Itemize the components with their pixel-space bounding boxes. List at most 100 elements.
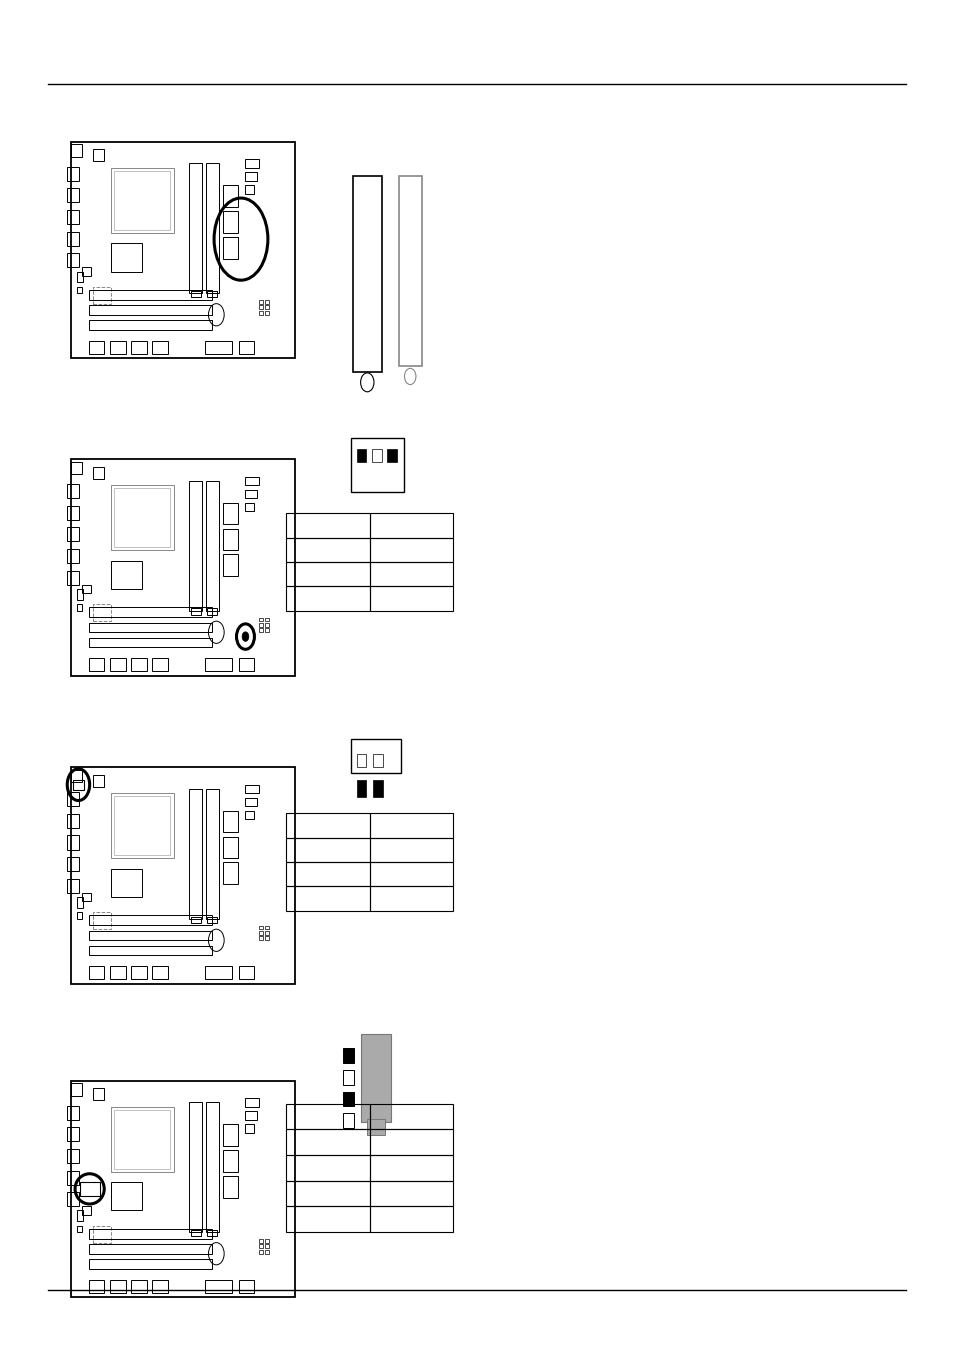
Bar bbox=[369, 1181, 453, 1206]
Bar bbox=[286, 562, 369, 586]
Bar bbox=[82, 585, 91, 593]
Bar bbox=[67, 878, 79, 893]
Bar bbox=[223, 1124, 237, 1146]
Bar bbox=[366, 1119, 385, 1135]
Bar bbox=[67, 1148, 79, 1163]
Bar bbox=[111, 168, 173, 232]
Bar bbox=[258, 628, 263, 632]
Bar bbox=[110, 966, 126, 979]
Bar bbox=[258, 936, 263, 940]
Bar bbox=[223, 1150, 237, 1171]
Bar bbox=[238, 340, 254, 354]
Bar bbox=[369, 862, 453, 886]
Bar bbox=[67, 1105, 79, 1120]
Bar bbox=[111, 243, 142, 272]
Bar bbox=[71, 142, 294, 358]
Bar bbox=[223, 503, 237, 524]
Bar bbox=[89, 916, 212, 925]
Bar bbox=[369, 838, 453, 862]
Bar bbox=[82, 893, 91, 901]
Bar bbox=[67, 570, 79, 585]
Bar bbox=[67, 209, 79, 224]
Bar bbox=[89, 1279, 104, 1293]
Bar bbox=[111, 561, 142, 589]
Bar bbox=[76, 912, 82, 919]
Bar bbox=[190, 1102, 201, 1232]
Bar bbox=[369, 813, 453, 838]
Bar bbox=[72, 781, 84, 790]
Bar bbox=[191, 608, 200, 615]
Bar bbox=[76, 604, 82, 611]
Bar bbox=[286, 513, 369, 538]
Bar bbox=[67, 1192, 79, 1206]
Bar bbox=[264, 931, 269, 935]
Bar bbox=[245, 811, 254, 819]
Bar bbox=[205, 658, 232, 671]
Bar bbox=[191, 916, 200, 923]
Bar bbox=[152, 966, 168, 979]
Bar bbox=[351, 438, 403, 492]
Bar bbox=[89, 1229, 212, 1239]
Bar bbox=[373, 754, 382, 767]
Bar bbox=[238, 658, 254, 671]
Bar bbox=[67, 549, 79, 563]
Bar bbox=[223, 862, 237, 884]
Bar bbox=[92, 286, 111, 304]
Bar bbox=[286, 886, 369, 911]
Bar bbox=[111, 869, 142, 897]
Bar bbox=[152, 658, 168, 671]
Bar bbox=[286, 1155, 369, 1181]
Bar bbox=[286, 1129, 369, 1155]
Bar bbox=[343, 1092, 354, 1106]
Bar bbox=[258, 1244, 263, 1248]
Bar bbox=[286, 586, 369, 611]
Bar bbox=[152, 340, 168, 354]
Bar bbox=[264, 925, 269, 929]
Bar bbox=[245, 489, 256, 499]
Bar bbox=[89, 320, 212, 330]
Bar bbox=[76, 1225, 82, 1232]
Bar bbox=[92, 912, 111, 929]
Bar bbox=[89, 658, 104, 671]
Bar bbox=[356, 449, 366, 462]
Bar bbox=[205, 340, 232, 354]
Bar bbox=[286, 538, 369, 562]
Bar bbox=[67, 505, 79, 520]
Bar bbox=[258, 305, 263, 309]
Bar bbox=[92, 150, 104, 161]
Bar bbox=[191, 1229, 200, 1236]
Bar bbox=[111, 485, 173, 550]
Bar bbox=[191, 290, 200, 297]
Bar bbox=[223, 528, 237, 550]
Bar bbox=[258, 931, 263, 935]
Bar bbox=[114, 488, 171, 547]
Bar bbox=[92, 1225, 111, 1243]
Bar bbox=[238, 966, 254, 979]
Bar bbox=[67, 857, 79, 871]
Bar bbox=[110, 1279, 126, 1293]
Bar bbox=[190, 163, 201, 293]
Bar bbox=[373, 780, 382, 797]
Bar bbox=[258, 311, 263, 315]
Bar bbox=[111, 1106, 173, 1171]
Bar bbox=[369, 513, 453, 538]
Bar bbox=[89, 1244, 212, 1254]
Bar bbox=[111, 793, 173, 858]
Bar bbox=[245, 159, 258, 168]
Bar bbox=[71, 770, 82, 782]
Bar bbox=[223, 236, 237, 258]
Bar bbox=[82, 267, 91, 276]
Bar bbox=[223, 811, 237, 832]
Bar bbox=[206, 1102, 218, 1232]
Bar bbox=[343, 1070, 354, 1085]
Bar bbox=[343, 1113, 354, 1128]
Bar bbox=[92, 775, 104, 786]
Bar bbox=[264, 1239, 269, 1243]
Bar bbox=[258, 617, 263, 621]
Bar bbox=[264, 628, 269, 632]
Bar bbox=[286, 838, 369, 862]
Bar bbox=[238, 1279, 254, 1293]
Bar bbox=[207, 290, 217, 297]
Bar bbox=[131, 966, 147, 979]
Bar bbox=[258, 1239, 263, 1243]
